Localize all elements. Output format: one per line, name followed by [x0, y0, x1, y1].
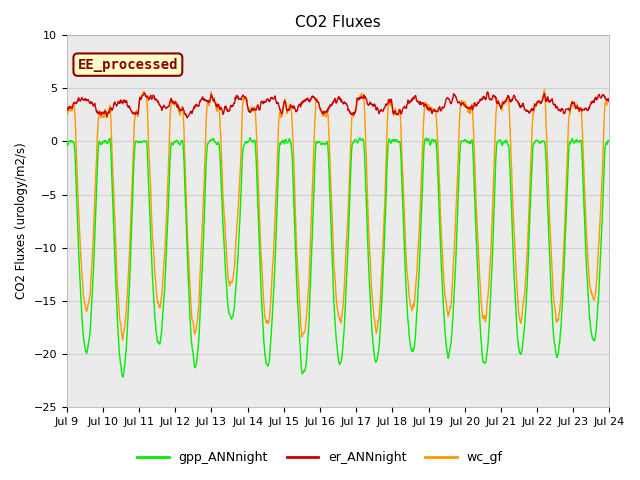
- Legend: gpp_ANNnight, er_ANNnight, wc_gf: gpp_ANNnight, er_ANNnight, wc_gf: [132, 446, 508, 469]
- gpp_ANNnight: [244, 139, 252, 144]
- gpp_ANNnight: [171, 139, 179, 144]
- wc_gf: [541, 87, 548, 93]
- wc_gf: [63, 109, 70, 115]
- wc_gf: [171, 102, 179, 108]
- gpp_ANNnight: [63, 141, 70, 147]
- er_ANNnight: [484, 89, 492, 95]
- wc_gf: [244, 106, 252, 111]
- gpp_ANNnight: [605, 140, 613, 145]
- Line: wc_gf: wc_gf: [67, 90, 609, 340]
- er_ANNnight: [170, 100, 178, 106]
- gpp_ANNnight: [119, 374, 127, 380]
- Text: EE_processed: EE_processed: [77, 58, 178, 72]
- Line: er_ANNnight: er_ANNnight: [67, 92, 609, 118]
- er_ANNnight: [605, 99, 613, 105]
- gpp_ANNnight: [184, 266, 191, 272]
- gpp_ANNnight: [356, 135, 364, 141]
- Title: CO2 Fluxes: CO2 Fluxes: [295, 15, 381, 30]
- wc_gf: [542, 109, 550, 115]
- wc_gf: [493, 98, 501, 104]
- er_ANNnight: [422, 104, 430, 110]
- er_ANNnight: [63, 107, 70, 112]
- er_ANNnight: [184, 114, 191, 120]
- gpp_ANNnight: [542, 150, 550, 156]
- wc_gf: [119, 337, 127, 343]
- er_ANNnight: [244, 108, 252, 114]
- wc_gf: [605, 98, 613, 104]
- er_ANNnight: [542, 98, 550, 104]
- wc_gf: [184, 240, 191, 246]
- wc_gf: [422, 106, 430, 111]
- er_ANNnight: [183, 115, 191, 120]
- gpp_ANNnight: [423, 137, 431, 143]
- er_ANNnight: [494, 100, 502, 106]
- Y-axis label: CO2 Fluxes (urology/m2/s): CO2 Fluxes (urology/m2/s): [15, 143, 28, 300]
- gpp_ANNnight: [494, 139, 502, 144]
- Line: gpp_ANNnight: gpp_ANNnight: [67, 138, 609, 377]
